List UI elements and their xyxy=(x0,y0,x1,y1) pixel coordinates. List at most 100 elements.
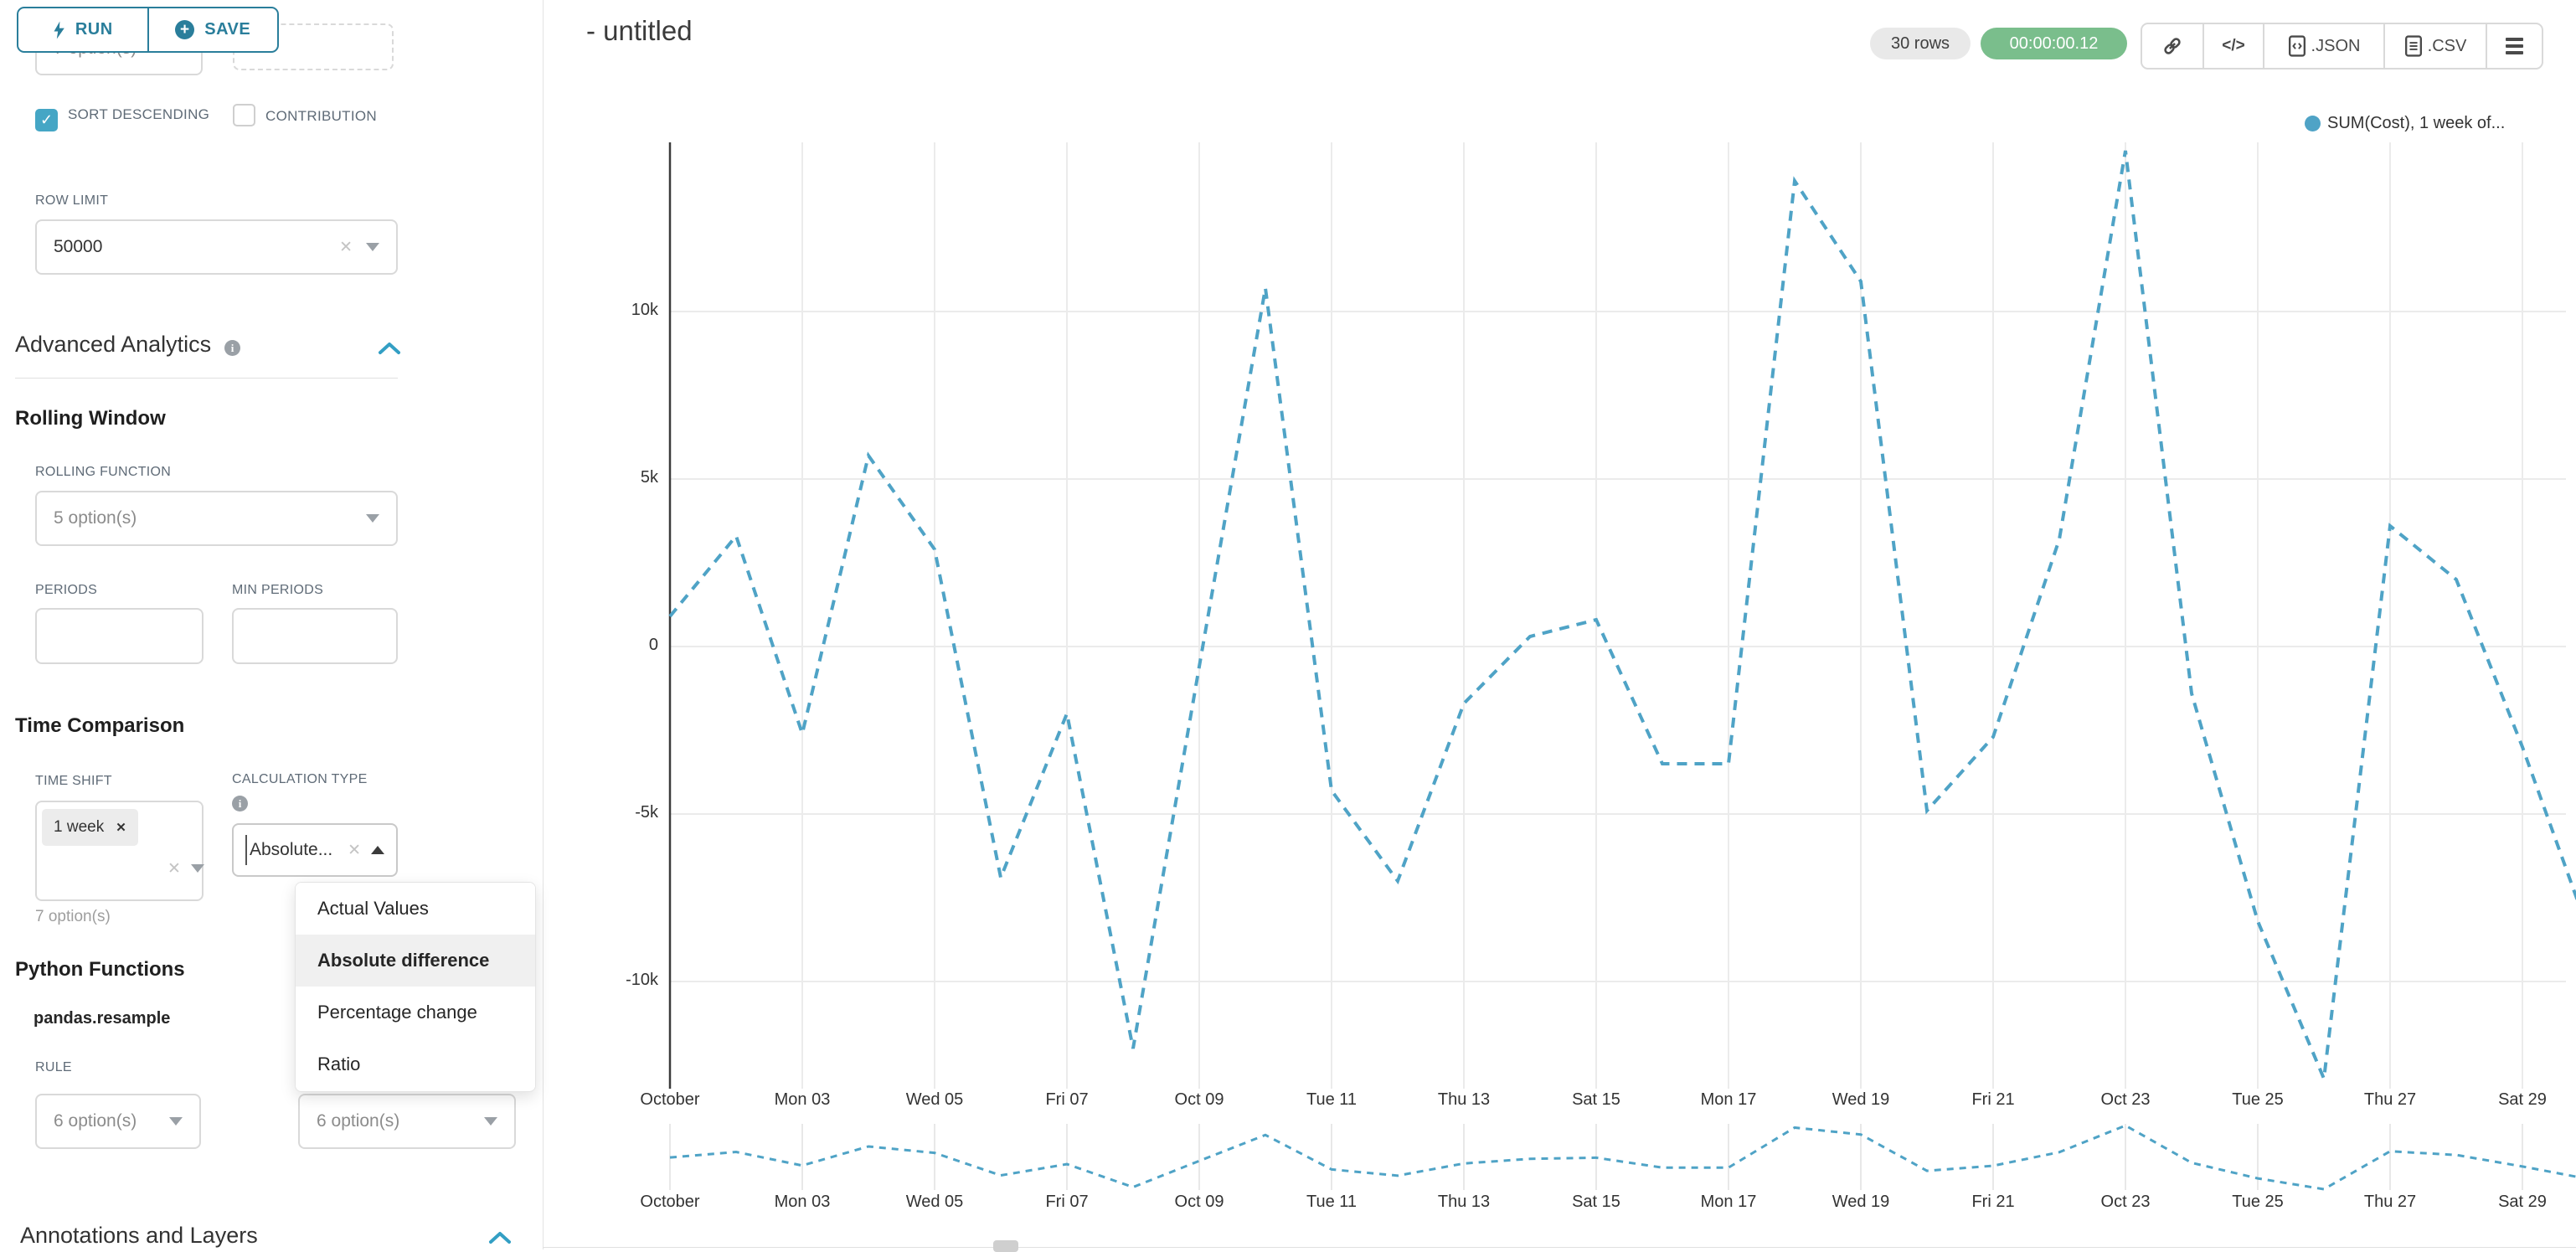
fill-method-value: 6 option(s) xyxy=(317,1111,400,1131)
view-query-button[interactable]: </> xyxy=(2202,24,2263,68)
info-icon[interactable]: i xyxy=(232,796,248,811)
series-color-dot xyxy=(2305,116,2321,131)
dropdown-option[interactable]: Percentage change xyxy=(296,987,535,1038)
contribution-checkbox[interactable] xyxy=(233,104,255,126)
x-axis-tick-label: Mon 03 xyxy=(774,1090,831,1109)
rolling-window-title: Rolling Window xyxy=(15,407,166,430)
periods-input[interactable] xyxy=(35,608,204,664)
export-csv-button[interactable]: .CSV xyxy=(2383,24,2486,68)
x-axis-tick-label: Fri 21 xyxy=(1971,1193,2015,1211)
chart-actions-toolbar: </> .JSON .CSV xyxy=(2141,23,2543,70)
run-button[interactable]: RUN xyxy=(18,8,147,51)
min-periods-label: MIN PERIODS xyxy=(232,583,324,597)
rule-label: RULE xyxy=(35,1060,72,1074)
y-axis-tick-label: -5k xyxy=(635,803,658,822)
caret-down-icon[interactable] xyxy=(366,514,379,523)
footer-divider xyxy=(543,1247,2576,1248)
time-shift-hint: 7 option(s) xyxy=(35,908,111,925)
export-csv-label: .CSV xyxy=(2427,36,2467,55)
y-axis-tick-label: 0 xyxy=(648,636,658,654)
export-json-button[interactable]: .JSON xyxy=(2263,24,2383,68)
rule-select[interactable]: 6 option(s) xyxy=(35,1094,201,1149)
chevron-up-icon[interactable] xyxy=(377,340,402,357)
time-shift-tag-label: 1 week xyxy=(54,818,105,836)
y-axis-tick-label: 5k xyxy=(640,468,658,487)
csv-file-icon xyxy=(2404,35,2422,57)
link-icon xyxy=(2164,38,2181,54)
x-axis-tick-label: Tue 25 xyxy=(2232,1090,2284,1109)
dropdown-option[interactable]: Ratio xyxy=(296,1038,535,1090)
sort-descending-label: SORT DESCENDING xyxy=(68,106,210,122)
more-options-button[interactable] xyxy=(2486,24,2542,68)
x-axis-tick-label: Mon 17 xyxy=(1700,1090,1757,1109)
y-axis-tick-label: 10k xyxy=(631,301,658,319)
row-count-badge: 30 rows xyxy=(1870,28,1971,59)
caret-down-icon[interactable] xyxy=(366,243,379,251)
share-link-button[interactable] xyxy=(2142,24,2202,68)
rolling-function-select[interactable]: 5 option(s) xyxy=(35,491,398,546)
chart-title[interactable]: - untitled xyxy=(586,15,693,46)
rolling-function-label: ROLLING FUNCTION xyxy=(35,465,172,479)
json-file-icon xyxy=(2288,35,2306,57)
chevron-up-icon[interactable] xyxy=(487,1229,513,1246)
sort-descending-control: ✓ SORT DESCENDING xyxy=(35,99,232,131)
tag-close-icon[interactable]: ✕ xyxy=(116,821,126,835)
calculation-type-value: Absolute... xyxy=(250,840,333,859)
caret-down-icon[interactable] xyxy=(191,864,204,873)
text-cursor xyxy=(245,835,247,865)
info-icon[interactable]: i xyxy=(224,340,240,356)
x-axis-tick-label: October xyxy=(640,1193,700,1211)
calculation-type-label: CALCULATION TYPE xyxy=(232,772,368,786)
fill-method-select[interactable]: 6 option(s) xyxy=(298,1094,516,1149)
run-button-label: RUN xyxy=(75,20,113,39)
x-axis-tick-label: Fri 07 xyxy=(1045,1090,1089,1109)
time-shift-tag: 1 week ✕ xyxy=(42,809,138,846)
dropdown-option[interactable]: Actual Values xyxy=(296,883,535,935)
x-axis-tick-label: Tue 25 xyxy=(2232,1193,2284,1211)
x-axis-tick-label: Sat 15 xyxy=(1572,1193,1620,1211)
clear-icon[interactable]: ✕ xyxy=(348,841,361,859)
calculation-type-dropdown-menu: Actual Values Absolute difference Percenta… xyxy=(295,882,536,1092)
x-axis-tick-label: Fri 07 xyxy=(1045,1193,1089,1211)
contribution-label: CONTRIBUTION xyxy=(265,108,377,124)
panel-divider[interactable] xyxy=(543,0,544,1249)
save-button-label: SAVE xyxy=(204,20,251,39)
chart-legend[interactable]: SUM(Cost), 1 week of... xyxy=(2305,114,2505,133)
annotations-layers-header[interactable]: Annotations and Layers xyxy=(20,1223,258,1248)
run-save-button-group: RUN + SAVE xyxy=(17,7,279,53)
x-axis-tick-label: Tue 11 xyxy=(1306,1193,1358,1211)
clear-icon[interactable]: ✕ xyxy=(339,238,353,256)
x-axis-tick-label: Oct 23 xyxy=(2100,1090,2151,1109)
y-axis-tick-label: -10k xyxy=(626,971,658,989)
min-periods-input[interactable] xyxy=(232,608,398,664)
x-axis-tick-label: Sat 15 xyxy=(1572,1090,1620,1109)
plus-circle-icon: + xyxy=(175,20,195,39)
x-axis-tick-label: Mon 17 xyxy=(1700,1193,1757,1211)
save-button[interactable]: + SAVE xyxy=(147,8,278,51)
clear-icon[interactable]: ✕ xyxy=(167,860,181,878)
row-limit-label: ROW LIMIT xyxy=(35,193,109,208)
x-axis-tick-label: Fri 21 xyxy=(1971,1090,2015,1109)
caret-up-icon[interactable] xyxy=(371,846,384,854)
horizontal-scrollbar-thumb[interactable] xyxy=(993,1240,1018,1252)
dropdown-option[interactable]: Absolute difference xyxy=(296,935,535,987)
contribution-control: CONTRIBUTION xyxy=(233,100,534,131)
row-limit-value: 50000 xyxy=(54,237,103,256)
x-axis-tick-label: Wed 19 xyxy=(1832,1193,1890,1211)
sort-descending-checkbox[interactable]: ✓ xyxy=(35,109,58,131)
legend-label: SUM(Cost), 1 week of... xyxy=(2327,114,2506,132)
x-axis-tick-label: Oct 09 xyxy=(1174,1090,1224,1109)
x-axis-tick-label: Thu 13 xyxy=(1437,1193,1491,1211)
advanced-analytics-header[interactable]: Advanced Analytics xyxy=(15,332,212,357)
x-axis-tick-label: Sat 29 xyxy=(2498,1090,2547,1109)
periods-label: PERIODS xyxy=(35,583,98,597)
code-icon: </> xyxy=(2222,37,2245,54)
caret-down-icon[interactable] xyxy=(169,1117,183,1126)
x-axis-tick-label: Sat 29 xyxy=(2498,1193,2547,1211)
rule-select-value: 6 option(s) xyxy=(54,1111,137,1131)
calculation-type-select[interactable]: Absolute... ✕ xyxy=(232,823,398,877)
time-shift-label: TIME SHIFT xyxy=(35,774,112,788)
row-limit-select[interactable]: 50000 ✕ xyxy=(35,219,398,275)
caret-down-icon[interactable] xyxy=(484,1117,497,1126)
